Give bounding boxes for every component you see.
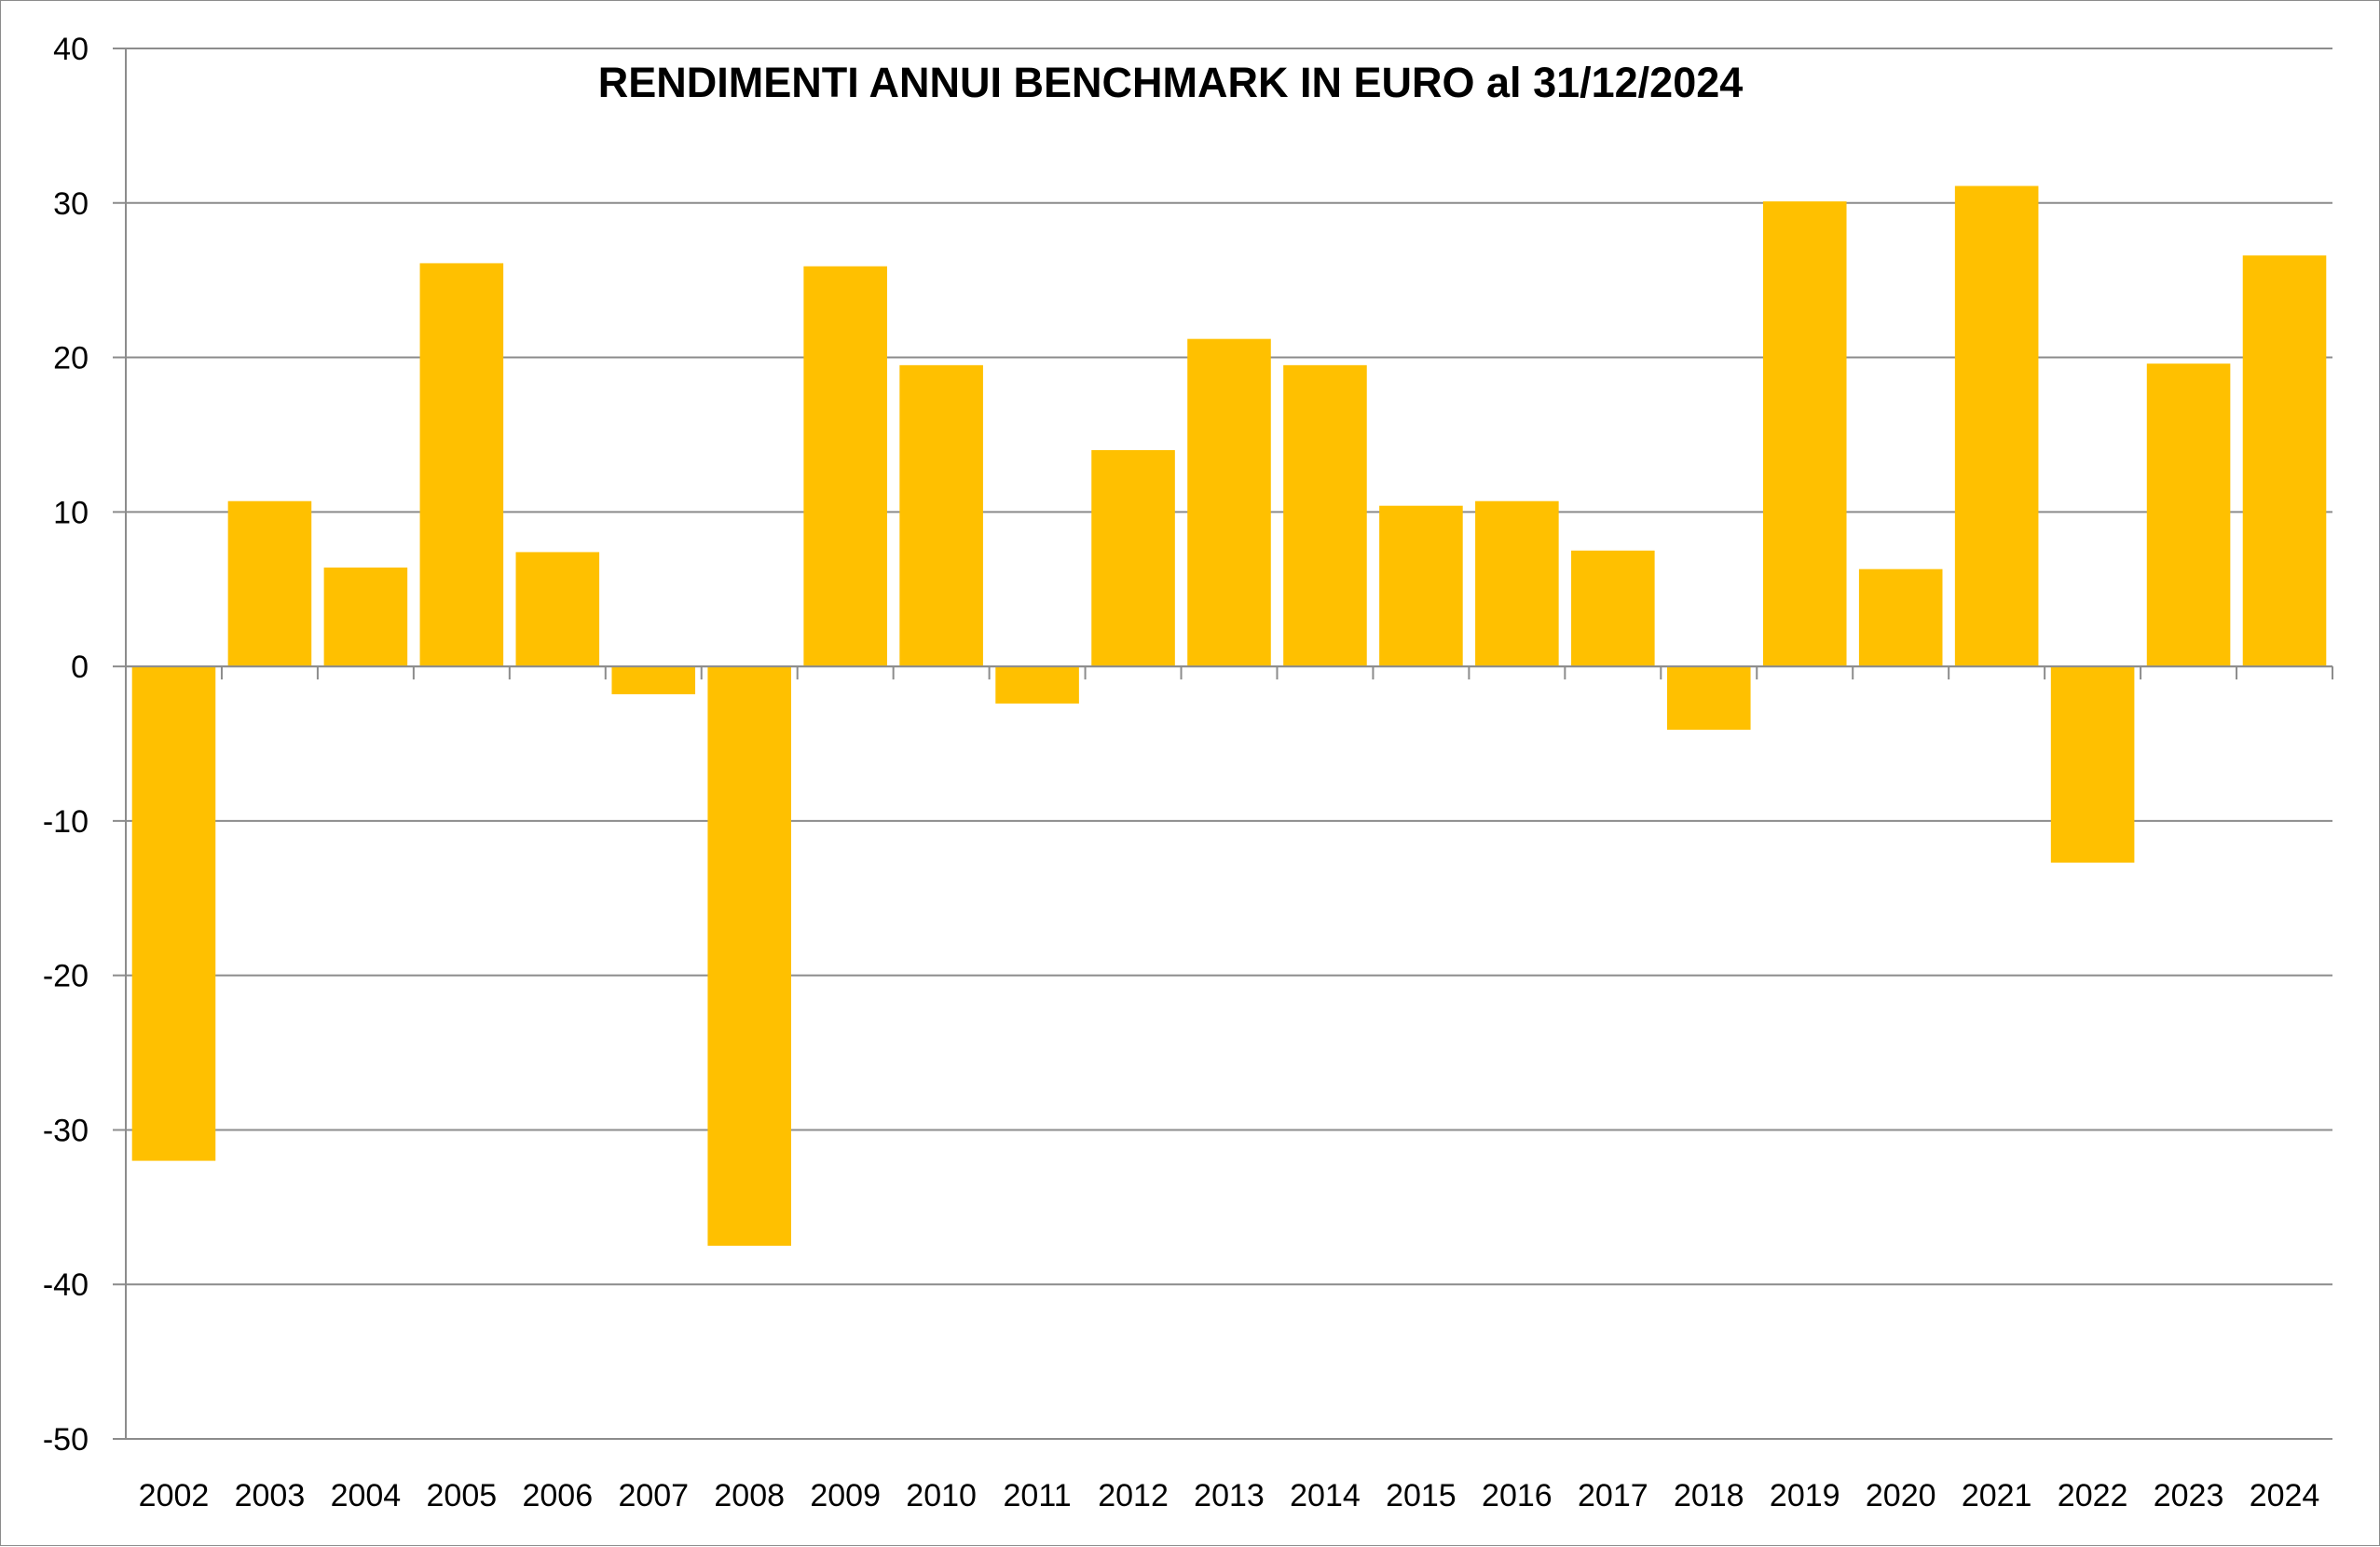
y-tick-labels: 40 30 20 10 0 -10 -20 -30 -40 -50	[43, 32, 89, 1458]
x-tick-label: 2009	[810, 1478, 881, 1513]
x-tick-label: 2015	[1386, 1478, 1457, 1513]
y-tick-label: 20	[53, 341, 89, 376]
bar	[1379, 505, 1463, 667]
y-tick-label: -30	[43, 1113, 89, 1148]
y-tick-label: 0	[71, 650, 89, 685]
x-tick-label: 2010	[906, 1478, 977, 1513]
bar	[1475, 500, 1559, 667]
x-tick-label: 2005	[427, 1478, 498, 1513]
axes	[125, 48, 2333, 1439]
x-tick-label: 2020	[1866, 1478, 1936, 1513]
x-tick-label: 2023	[2154, 1478, 2224, 1513]
bar	[995, 666, 1079, 704]
bar	[1666, 666, 1751, 731]
bar	[1091, 450, 1175, 667]
x-tick-label: 2003	[235, 1478, 306, 1513]
bar	[803, 266, 887, 667]
bar	[611, 666, 696, 694]
y-tick-label: -10	[43, 804, 89, 840]
bar	[1762, 201, 1847, 667]
x-tick-label: 2013	[1194, 1478, 1265, 1513]
x-tick-label: 2017	[1578, 1478, 1648, 1513]
x-tick-label: 2018	[1674, 1478, 1744, 1513]
x-tick-label: 2006	[522, 1478, 593, 1513]
bar	[1571, 550, 1655, 667]
y-tick-label: 40	[53, 32, 89, 67]
bar	[2242, 255, 2327, 667]
bar	[515, 552, 600, 667]
bar	[1954, 185, 2039, 667]
bar	[899, 364, 983, 667]
x-tick-label: 2012	[1098, 1478, 1169, 1513]
bar	[419, 263, 504, 667]
bar	[2146, 363, 2231, 667]
bars	[131, 185, 2327, 1246]
bar	[1283, 364, 1367, 667]
x-tick-label: 2022	[2058, 1478, 2128, 1513]
x-tick-label: 2024	[2250, 1478, 2320, 1513]
x-tick-labels: 2002 2003 2004 2005 2006 2007 2008 2009 2010 2011…	[139, 1478, 2320, 1513]
y-tick-label: -50	[43, 1422, 89, 1458]
bar	[323, 568, 408, 667]
x-tick-label: 2016	[1482, 1478, 1552, 1513]
x-tick-label: 2014	[1290, 1478, 1361, 1513]
x-tick-label: 2019	[1770, 1478, 1840, 1513]
bar	[131, 666, 216, 1161]
x-tick-label: 2007	[618, 1478, 689, 1513]
y-tick-label: 30	[53, 186, 89, 222]
y-tick-label: -40	[43, 1267, 89, 1303]
bar	[227, 500, 312, 667]
chart-title: RENDIMENTI ANNUI BENCHMARK IN EURO al 31…	[598, 59, 1744, 106]
y-tick-label: -20	[43, 959, 89, 994]
x-tick-label: 2004	[331, 1478, 402, 1513]
y-tick-label: 10	[53, 495, 89, 530]
x-tick-label: 2021	[1962, 1478, 2032, 1513]
bar	[1187, 338, 1271, 667]
x-tick-label: 2011	[1004, 1478, 1072, 1513]
bar	[2050, 666, 2135, 863]
bar	[707, 666, 792, 1246]
x-tick-label: 2008	[714, 1478, 785, 1513]
bar	[1858, 568, 1943, 667]
x-tick-label: 2002	[139, 1478, 210, 1513]
